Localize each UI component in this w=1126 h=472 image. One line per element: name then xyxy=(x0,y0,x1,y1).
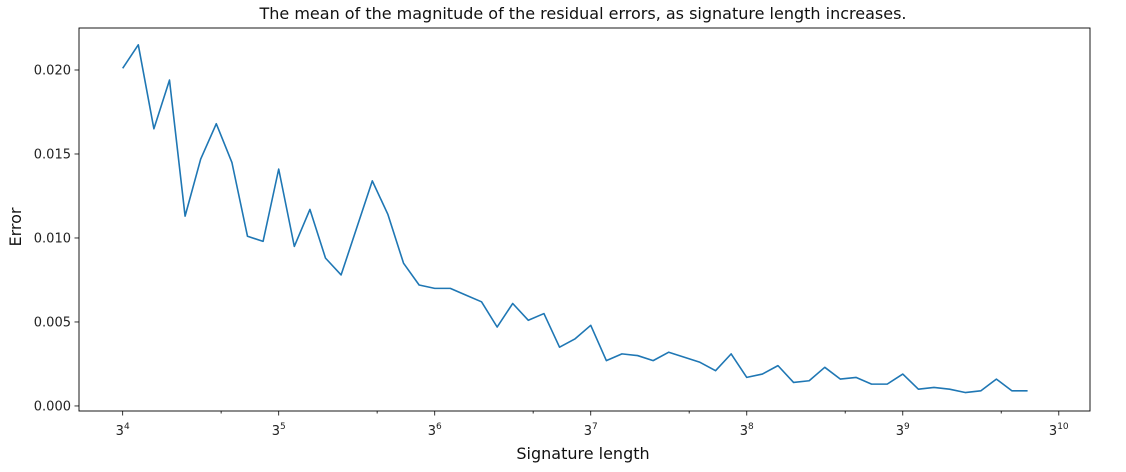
x-tick-exponent: 6 xyxy=(436,422,442,432)
y-tick-label: 0.005 xyxy=(34,315,71,330)
x-tick-base: 3 xyxy=(584,424,592,439)
x-tick-label: 35 xyxy=(272,422,286,439)
series-line xyxy=(122,43,1028,394)
y-tick-label: 0.010 xyxy=(34,231,71,246)
y-axis-title: Error xyxy=(6,207,25,246)
chart-title: The mean of the magnitude of the residua… xyxy=(259,4,907,23)
x-tick-label: 36 xyxy=(428,422,442,439)
x-tick-base: 3 xyxy=(740,424,748,439)
plot-frame xyxy=(78,27,1091,412)
x-tick-base: 3 xyxy=(272,424,280,439)
x-tick-exponent: 10 xyxy=(1057,422,1069,432)
y-tick-label: 0.020 xyxy=(34,63,71,78)
x-tick-label: 310 xyxy=(1049,422,1069,439)
x-tick-base: 3 xyxy=(116,424,124,439)
x-tick-base: 3 xyxy=(1049,424,1057,439)
x-tick-label: 37 xyxy=(584,422,598,439)
x-tick-exponent: 9 xyxy=(904,422,910,432)
x-tick-label: 38 xyxy=(740,422,754,439)
x-tick-exponent: 4 xyxy=(124,422,130,432)
x-tick-base: 3 xyxy=(896,424,904,439)
x-tick-base: 3 xyxy=(428,424,436,439)
x-tick-exponent: 8 xyxy=(748,422,754,432)
x-axis-title: Signature length xyxy=(516,444,649,463)
x-tick-exponent: 5 xyxy=(280,422,286,432)
x-tick-label: 34 xyxy=(116,422,130,439)
x-tick-exponent: 7 xyxy=(592,422,598,432)
x-tick-label: 39 xyxy=(896,422,910,439)
y-tick-label: 0.000 xyxy=(34,399,71,414)
y-tick-label: 0.015 xyxy=(34,147,71,162)
